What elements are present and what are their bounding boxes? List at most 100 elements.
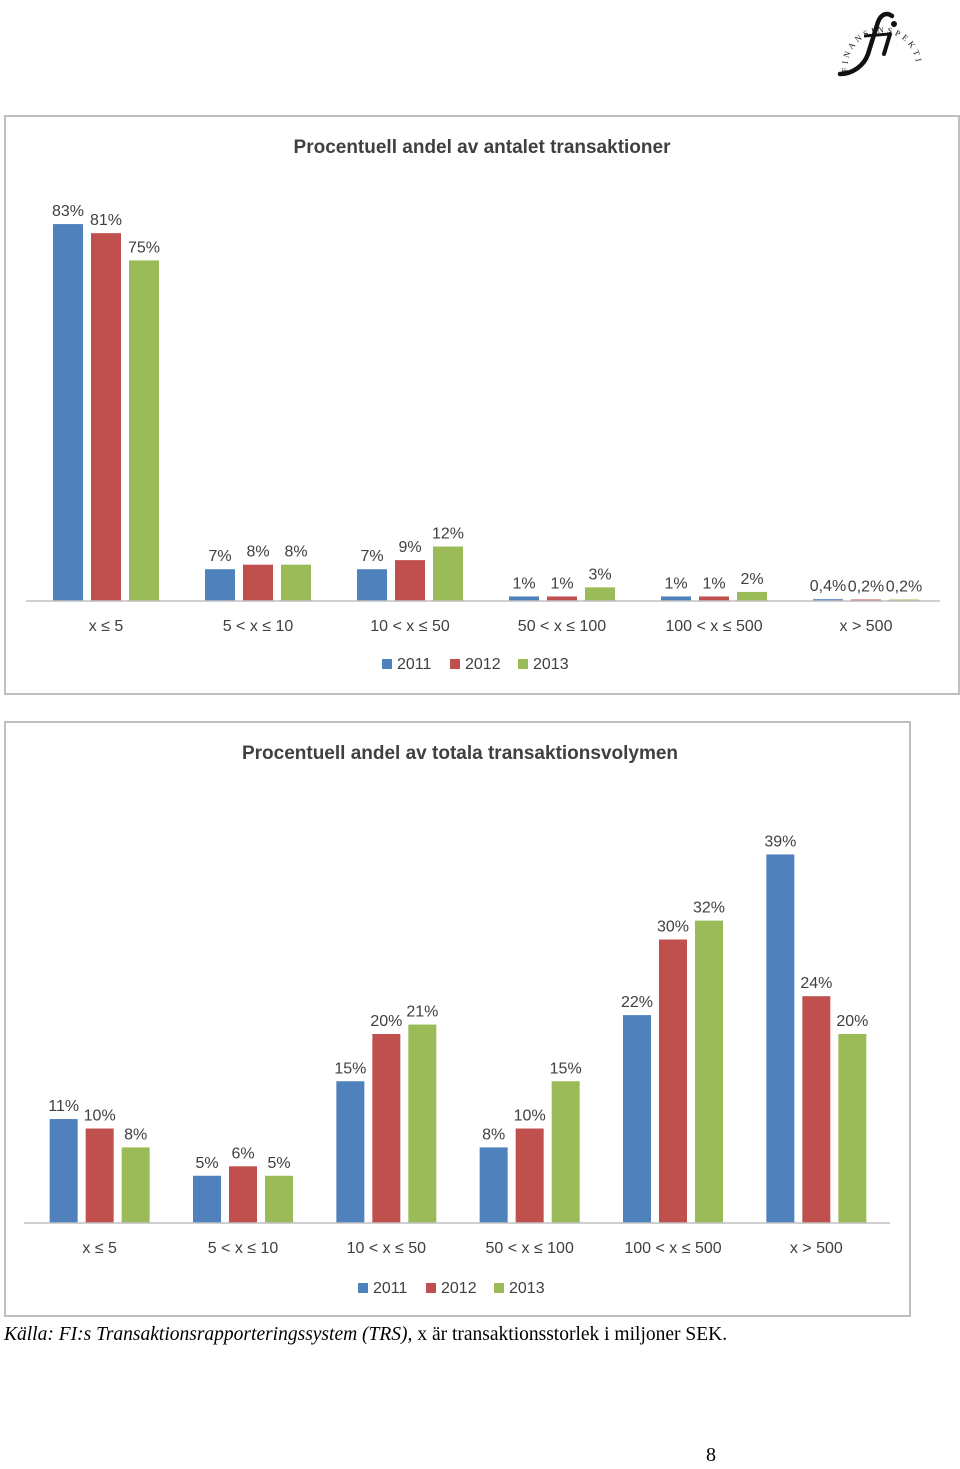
bar-2011-3 <box>479 1147 508 1223</box>
legend-label: 2012 <box>441 1280 477 1297</box>
chart-transaction-volume-svg: Procentuell andel av totala transaktions… <box>24 743 890 1297</box>
legend-label: 2011 <box>373 1280 408 1297</box>
caption-source: Källa: FI:s Transaktionsrapporteringssys… <box>4 1324 413 1345</box>
data-label: 0,2% <box>886 579 922 596</box>
bar-2012-2 <box>372 1034 401 1223</box>
category-label: 10 < x ≤ 50 <box>347 1240 427 1257</box>
data-label: 8% <box>124 1126 147 1143</box>
legend-swatch-2012 <box>426 1283 436 1293</box>
fi-logo-icon: FINANSINSPEKTIONEN <box>829 0 921 77</box>
chart-title: Procentuell andel av totala transaktions… <box>242 743 678 764</box>
bar-2011-1 <box>193 1175 221 1223</box>
data-label: 81% <box>90 212 122 229</box>
page-number: 8 <box>706 1444 716 1466</box>
data-label: 0,2% <box>848 579 884 596</box>
data-label: 1% <box>664 575 687 592</box>
legend-label: 2011 <box>397 656 432 673</box>
bar-2012-0 <box>91 233 121 601</box>
data-label: 7% <box>208 548 231 565</box>
category-label: 10 < x ≤ 50 <box>370 618 450 635</box>
bar-2013-0 <box>129 260 159 601</box>
bar-2011-5 <box>813 599 843 601</box>
caption-description: x är transaktionsstorlek i miljoner SEK. <box>412 1324 728 1345</box>
bar-2012-4 <box>659 939 687 1223</box>
data-label: 1% <box>702 575 725 592</box>
bar-2013-2 <box>433 546 463 601</box>
chart-transaction-volume-share: Procentuell andel av totala transaktions… <box>4 721 911 1317</box>
bar-2011-2 <box>336 1081 365 1223</box>
legend-swatch-2012 <box>450 659 460 669</box>
data-label: 0,4% <box>810 578 846 595</box>
bar-2013-1 <box>265 1175 293 1223</box>
chart-title: Procentuell andel av antalet transaktion… <box>294 137 672 158</box>
data-label: 22% <box>621 994 653 1011</box>
data-label: 30% <box>657 919 689 936</box>
bar-2013-4 <box>737 591 767 601</box>
legend-swatch-2011 <box>382 659 392 669</box>
data-label: 20% <box>370 1013 402 1030</box>
data-label: 83% <box>52 203 84 220</box>
data-label: 8% <box>246 544 269 561</box>
bar-2012-0 <box>85 1128 114 1223</box>
data-label: 39% <box>764 833 796 850</box>
bar-2012-1 <box>243 564 273 601</box>
bar-2012-1 <box>229 1166 257 1223</box>
bar-2011-5 <box>766 854 795 1223</box>
data-label: 8% <box>284 544 307 561</box>
chart-transaction-count-svg: Procentuell andel av antalet transaktion… <box>26 137 940 673</box>
legend-label: 2012 <box>465 656 501 673</box>
category-label: x ≤ 5 <box>89 618 124 635</box>
legend-swatch-2013 <box>494 1283 504 1293</box>
data-label: 6% <box>231 1145 254 1162</box>
chart-transaction-count-share: Procentuell andel av antalet transaktion… <box>4 115 960 695</box>
data-label: 15% <box>334 1060 366 1077</box>
bar-2011-4 <box>623 1015 651 1223</box>
data-label: 24% <box>800 975 832 992</box>
bar-2011-1 <box>205 569 235 601</box>
data-label: 1% <box>512 575 535 592</box>
data-label: 8% <box>482 1126 505 1143</box>
legend-label: 2013 <box>509 1280 545 1297</box>
category-label: 100 < x ≤ 500 <box>624 1240 721 1257</box>
bar-2011-4 <box>661 596 691 601</box>
bar-2011-2 <box>357 569 387 601</box>
bar-2013-4 <box>695 920 723 1223</box>
bar-2011-3 <box>509 596 539 601</box>
bar-2012-2 <box>395 560 425 601</box>
data-label: 3% <box>588 566 611 583</box>
data-label: 5% <box>267 1155 290 1172</box>
data-label: 32% <box>693 900 725 917</box>
bar-2012-4 <box>699 596 729 601</box>
category-label: x ≤ 5 <box>82 1240 117 1257</box>
finansinspektionen-logo: FINANSINSPEKTIONEN <box>829 0 926 82</box>
data-label: 9% <box>398 539 421 556</box>
bar-2013-0 <box>121 1147 150 1223</box>
bar-2012-5 <box>802 996 831 1223</box>
data-label: 21% <box>406 1004 438 1021</box>
bar-2013-3 <box>551 1081 580 1223</box>
category-label: 100 < x ≤ 500 <box>665 618 762 635</box>
figure-caption: Källa: FI:s Transaktionsrapporteringssys… <box>4 1321 764 1348</box>
category-label: 5 < x ≤ 10 <box>208 1240 279 1257</box>
bar-2012-3 <box>547 596 577 601</box>
bar-2013-1 <box>281 564 311 601</box>
bar-2013-5 <box>838 1034 867 1223</box>
data-label: 11% <box>48 1098 79 1115</box>
bar-2011-0 <box>53 224 83 602</box>
bar-2013-3 <box>585 587 615 601</box>
category-label: x > 500 <box>790 1240 843 1257</box>
bar-2013-2 <box>408 1024 437 1223</box>
legend-label: 2013 <box>533 656 569 673</box>
data-label: 75% <box>128 239 160 256</box>
data-label: 10% <box>514 1108 546 1125</box>
data-label: 15% <box>550 1060 582 1077</box>
bar-2012-3 <box>515 1128 544 1223</box>
legend-swatch-2013 <box>518 659 528 669</box>
category-label: 5 < x ≤ 10 <box>223 618 294 635</box>
data-label: 5% <box>195 1155 218 1172</box>
category-label: 50 < x ≤ 100 <box>485 1240 574 1257</box>
bar-2011-0 <box>49 1119 78 1223</box>
data-label: 1% <box>550 575 573 592</box>
category-label: x > 500 <box>840 618 893 635</box>
legend-swatch-2011 <box>358 1283 368 1293</box>
